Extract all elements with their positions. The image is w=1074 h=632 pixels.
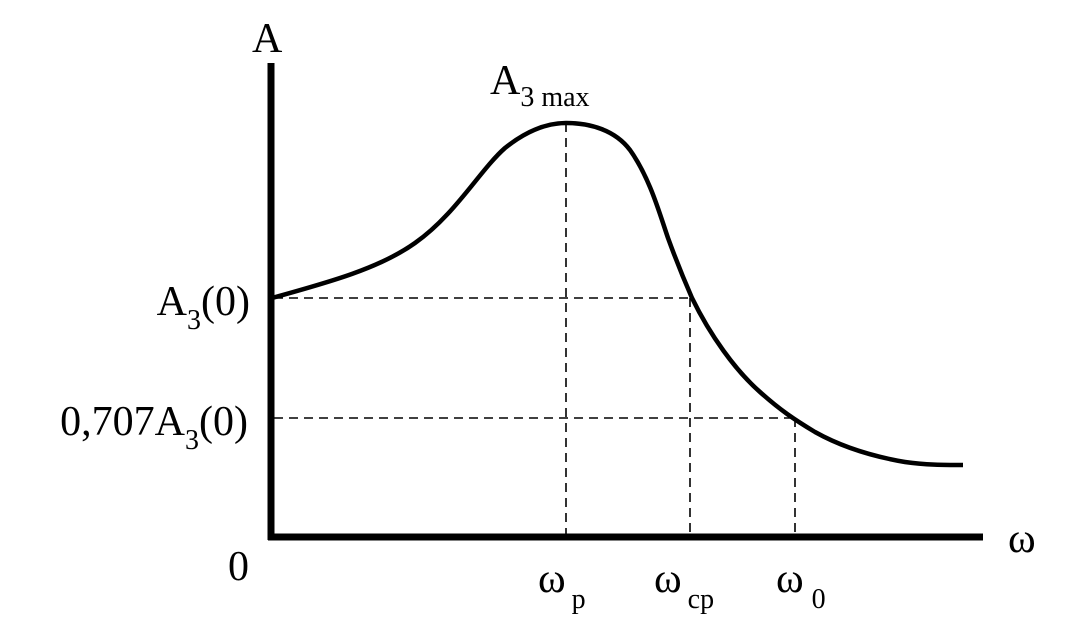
y-axis-label: A [252,16,283,62]
x-axis-label: ω [1008,516,1036,562]
label-sub: 0 [812,584,826,615]
x-mark-label: ω cp [654,556,714,615]
label-sub: p [572,584,586,615]
label-tail: (0) [201,279,250,325]
label-main: A [490,58,521,104]
label-main: ω [538,556,566,602]
label-main: 0,707A [60,399,186,445]
label-sub: cp [688,584,714,615]
peak-label: A3 max [490,58,590,113]
label-main: A [157,279,188,325]
y-mark-label: A3(0) [157,279,250,336]
y-mark-label: 0,707A3(0) [60,399,248,456]
label-sub: 3 [185,425,199,456]
label-sub: 3 max [520,82,589,113]
label-main: ω [654,556,682,602]
label-main: ω [776,556,804,602]
label-tail: (0) [199,399,248,445]
guide-lines [274,123,796,534]
origin-label: 0 [228,544,249,590]
label-sub: 3 [187,305,201,336]
response-curve [271,120,964,468]
